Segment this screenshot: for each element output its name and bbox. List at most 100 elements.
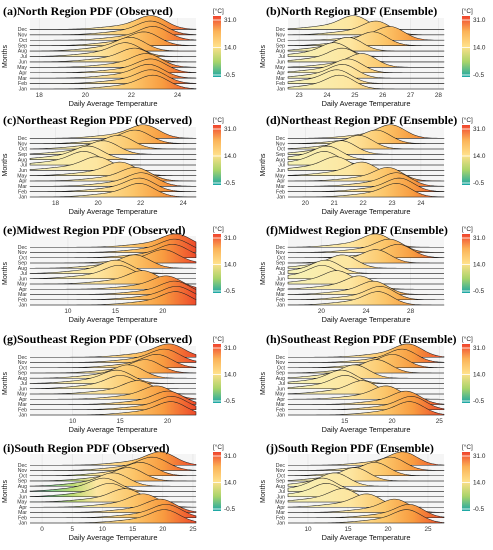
month-label-nov: Nov	[276, 141, 286, 147]
month-label-jul: Jul	[20, 271, 27, 277]
month-label-may: May	[275, 173, 285, 179]
month-label-aug: Aug	[276, 376, 285, 382]
month-label-jul: Jul	[20, 489, 27, 495]
month-label-sep: Sep	[276, 43, 285, 49]
month-label-dec: Dec	[18, 355, 28, 361]
month-label-aug: Aug	[276, 49, 285, 55]
y-axis-label: Months	[2, 45, 9, 68]
x-tick-label: 10	[99, 526, 107, 533]
ridge-aug	[29, 472, 196, 487]
month-label-feb: Feb	[276, 81, 285, 87]
x-tick-label: 5	[70, 526, 74, 533]
legend-colorbar	[213, 344, 221, 403]
x-tick-label: 24	[174, 92, 182, 99]
month-label-mar: Mar	[276, 510, 285, 516]
panel-title: (f)Midwest Region PDF (Ensemble)	[266, 223, 448, 237]
y-axis-label: Months	[260, 480, 267, 503]
month-label-sep: Sep	[18, 261, 27, 267]
legend-tick-label: 14.0	[224, 480, 237, 487]
panel-title: (h)Southeast Region PDF (Ensemble)	[266, 332, 457, 346]
month-label-apr: Apr	[277, 287, 285, 293]
month-label-jul: Jul	[278, 271, 285, 277]
month-label-dec: Dec	[276, 27, 286, 33]
legend-unit: [°C]	[213, 225, 224, 233]
month-label-dec: Dec	[276, 245, 286, 251]
x-tick-label: 15	[344, 526, 352, 533]
legend-tick-label: 14.0	[224, 45, 237, 52]
legend-colorbar	[462, 344, 470, 403]
month-label-oct: Oct	[19, 38, 28, 44]
legend-tick-label: -0.5	[473, 72, 484, 79]
legend-tick-label: 14.0	[224, 153, 237, 160]
legend-tick-label: 31.0	[224, 345, 237, 352]
x-tick-label: 25	[436, 418, 444, 425]
legend-tick-label: -0.5	[224, 288, 235, 295]
month-label-oct: Oct	[19, 255, 28, 261]
month-label-jun: Jun	[19, 168, 27, 174]
panel-title: (b)North Region PDF (Ensemble)	[266, 4, 437, 18]
legend-tick-label: -0.5	[473, 180, 484, 187]
ridge-jan	[287, 183, 445, 198]
month-label-nov: Nov	[18, 32, 28, 38]
month-label-nov: Nov	[18, 468, 28, 474]
month-label-jul: Jul	[278, 381, 285, 387]
legend-unit: [°C]	[213, 116, 224, 124]
month-label-feb: Feb	[18, 297, 27, 303]
legend-tick-label: 14.0	[224, 262, 237, 269]
legend-unit: [°C]	[462, 7, 473, 15]
month-label-jan: Jan	[19, 303, 27, 309]
ridge-oct	[29, 135, 196, 150]
x-tick-label: 15	[112, 308, 120, 315]
legend-tick-label: 14.0	[473, 372, 486, 379]
x-tick-label: 20	[318, 308, 326, 315]
month-label-nov: Nov	[276, 360, 286, 366]
panel-title: (i)South Region PDF (Observed)	[3, 441, 170, 455]
month-label-dec: Dec	[18, 245, 28, 251]
legend-colorbar	[462, 125, 470, 185]
x-tick-label: 15	[117, 418, 125, 425]
legend-tick-label: 31.0	[224, 17, 237, 24]
month-label-aug: Aug	[18, 157, 27, 163]
ridge-jan	[288, 509, 445, 524]
month-label-jul: Jul	[20, 381, 27, 387]
legend-colorbar	[213, 234, 221, 293]
x-axis-label: Daily Average Temperature	[322, 99, 411, 108]
month-label-feb: Feb	[18, 189, 27, 195]
ridge-jan	[29, 183, 197, 198]
x-tick-label: 20	[82, 92, 90, 99]
month-label-sep: Sep	[18, 43, 27, 49]
x-tick-label: 24	[417, 200, 425, 207]
ridge-jan	[287, 291, 445, 306]
legend-tick-label: -0.5	[224, 180, 235, 187]
x-tick-label: 21	[331, 200, 339, 207]
x-tick-label: 26	[379, 92, 387, 99]
month-label-sep: Sep	[18, 152, 27, 158]
y-axis-label: Months	[2, 153, 9, 176]
ridge-jun	[29, 375, 196, 390]
x-tick-label: 0	[40, 526, 44, 533]
month-label-aug: Aug	[18, 484, 27, 490]
x-tick-label: 20	[384, 526, 392, 533]
month-label-jun: Jun	[19, 386, 27, 392]
month-label-mar: Mar	[276, 184, 285, 190]
x-tick-label: 24	[180, 200, 188, 207]
month-label-apr: Apr	[277, 70, 285, 76]
ridge-jan	[30, 74, 197, 90]
month-label-jan: Jan	[277, 413, 285, 419]
legend-unit: [°C]	[462, 335, 473, 343]
panel-title: (a)North Region PDF (Observed)	[3, 4, 173, 18]
panel-title: (d)Northeast Region PDF (Ensemble)	[266, 113, 457, 127]
month-label-feb: Feb	[276, 407, 285, 413]
legend-tick-label: 14.0	[473, 45, 486, 52]
ridge-may	[287, 161, 445, 176]
month-label-jul: Jul	[20, 163, 27, 169]
month-label-dec: Dec	[18, 136, 28, 142]
month-label-jan: Jan	[19, 413, 27, 419]
x-tick-label: 25	[424, 526, 432, 533]
month-label-jul: Jul	[20, 54, 27, 60]
y-axis-label: Months	[260, 372, 267, 395]
month-label-feb: Feb	[276, 515, 285, 521]
